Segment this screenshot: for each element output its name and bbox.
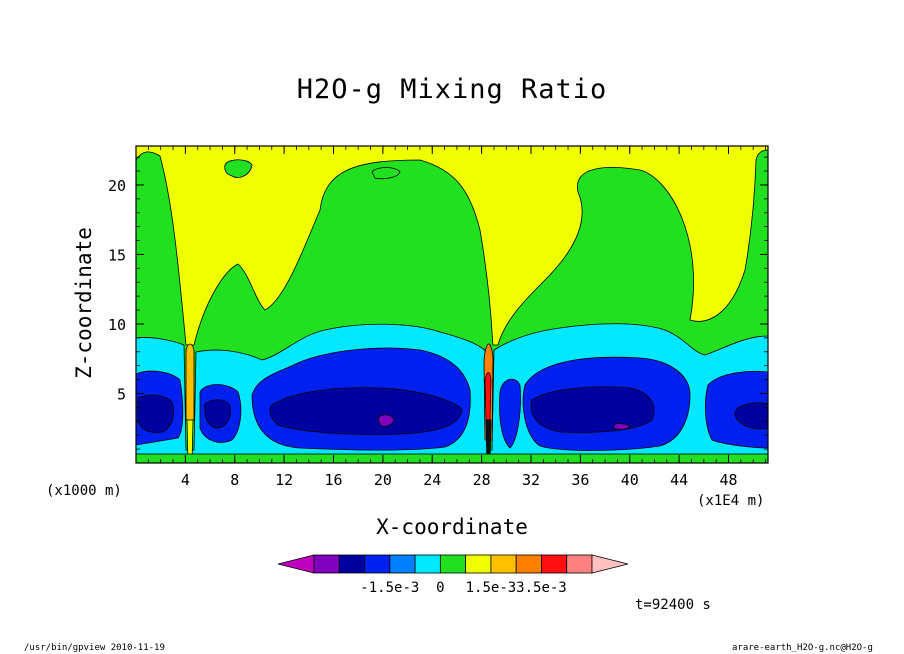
colorbar-cell (566, 554, 593, 574)
x-tick-label: 40 (621, 471, 639, 489)
x-unit-label: (x1E4 m) (697, 493, 765, 509)
colorbar-label: -1.5e-3 (360, 580, 419, 596)
colorbar-cell (364, 554, 391, 574)
plot-frame (135, 145, 769, 464)
x-tick-label: 4 (181, 471, 190, 489)
column-left-yellow (186, 419, 194, 463)
field-green-blob-left (224, 159, 253, 178)
column-left-orange (185, 343, 195, 421)
column-mid-dark (485, 419, 492, 463)
x-tick-label: 16 (324, 471, 342, 489)
colorbar-label: 3.5e-3 (516, 580, 567, 596)
contour-field (136, 146, 768, 463)
x-tick-label: 8 (230, 471, 239, 489)
colorbar-cell (490, 554, 517, 574)
x-axis-label: X-coordinate (376, 515, 528, 539)
field-dark-blue (137, 386, 768, 435)
colorbar-high-triangle (591, 554, 629, 574)
colorbar-cell (541, 554, 568, 574)
colorbar-cell (465, 554, 492, 574)
colorbar-cell (338, 554, 365, 574)
colorbar-cell (439, 554, 467, 574)
x-tick-label: 12 (275, 471, 293, 489)
colorbar-label: 0 (436, 580, 444, 596)
x-tick-label: 44 (670, 471, 688, 489)
field-purple-spot-2 (613, 423, 631, 430)
colorbar-cell (515, 554, 542, 574)
y-unit-label: (x1000 m) (46, 483, 122, 499)
y-tick-label: 15 (108, 246, 126, 264)
colorbar-cell (389, 554, 416, 574)
y-tick-label: 5 (117, 385, 126, 403)
x-tick-label: 24 (423, 471, 441, 489)
colorbar-cell (414, 554, 441, 574)
x-tick-label: 28 (473, 471, 491, 489)
footer-left: /usr/bin/gpview 2010-11-19 (24, 643, 165, 653)
time-label: t=92400 s (635, 597, 711, 613)
colorbar: -1.5e-3 0 1.5e-3 3.5e-3 (277, 554, 629, 596)
colorbar-cell (313, 554, 340, 574)
y-tick-label: 20 (108, 177, 126, 195)
x-tick-label: 32 (522, 471, 540, 489)
x-tick-label: 48 (719, 471, 737, 489)
colorbar-label: 1.5e-3 (466, 580, 517, 596)
chart-title: H2O-g Mixing Ratio (296, 74, 608, 105)
field-green-blob-mid (371, 167, 401, 180)
footer-right: arare-earth_H2O-g.nc@H2O-g (732, 643, 873, 653)
x-tick-label: 20 (374, 471, 392, 489)
field-bottom-band (136, 453, 768, 463)
y-tick-label: 10 (108, 316, 126, 334)
field-purple-spot-1 (377, 414, 395, 427)
colorbar-low-triangle (277, 554, 315, 574)
column-mid-red (484, 372, 492, 421)
x-tick-label: 36 (571, 471, 589, 489)
